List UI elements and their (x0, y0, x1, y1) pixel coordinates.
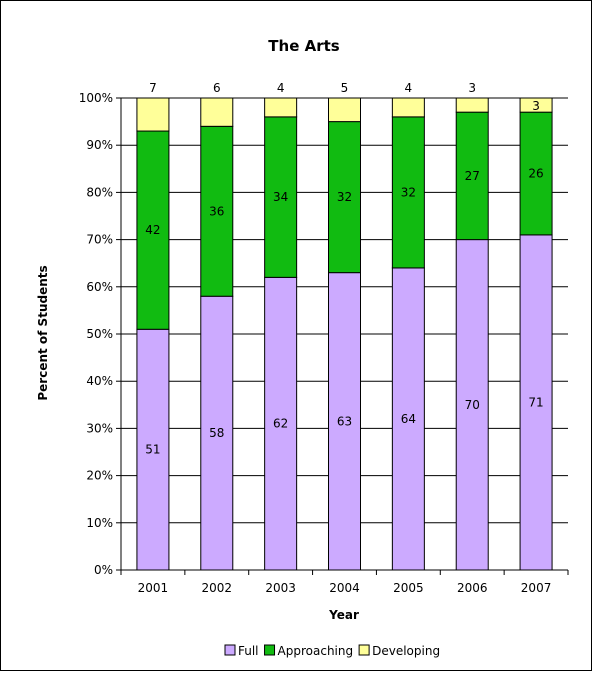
bar-developing-2005 (391, 97, 425, 118)
y-tick-label: 40% (86, 374, 113, 388)
data-label: 51 (145, 443, 160, 457)
legend-label-approaching: Approaching (278, 644, 354, 658)
x-tick-label: 2001 (138, 581, 169, 595)
x-tick-label: 2004 (329, 581, 360, 595)
data-label: 63 (337, 414, 352, 428)
data-label: 32 (337, 190, 352, 204)
legend-label-developing: Developing (372, 644, 440, 658)
data-label: 36 (209, 204, 224, 218)
data-label: 42 (145, 223, 160, 237)
bar-developing-2001 (136, 97, 170, 132)
bar-developing-2002 (200, 97, 234, 127)
legend-swatch-approaching (264, 644, 276, 656)
legend: Full Approaching Developing (224, 644, 440, 658)
data-label: 3 (468, 81, 476, 95)
bar-full-2001 (136, 328, 170, 571)
data-label: 7 (149, 81, 157, 95)
bar-full-2003 (264, 276, 298, 571)
data-label: 27 (465, 169, 480, 183)
bar-full-2005 (391, 267, 425, 571)
data-label: 70 (465, 398, 480, 412)
y-tick-label: 70% (86, 233, 113, 247)
y-tick-label: 90% (86, 138, 113, 152)
x-tick-label: 2006 (457, 581, 488, 595)
chart-title: The Arts (268, 37, 339, 55)
y-tick-label: 10% (86, 516, 113, 530)
data-label: 58 (209, 426, 224, 440)
x-tick-label: 2002 (202, 581, 233, 595)
data-label: 4 (405, 81, 413, 95)
legend-label-full: Full (238, 644, 259, 658)
bar-developing-2004 (328, 97, 361, 123)
x-axis-title: Year (328, 608, 359, 622)
x-tick-label: 2005 (393, 581, 424, 595)
bar-approaching-2003 (264, 116, 298, 278)
y-tick-label: 0% (94, 563, 113, 577)
x-tick-labels: 2001 2002 2003 2004 2005 2006 2007 (138, 581, 552, 595)
bar-approaching-2007 (519, 111, 553, 236)
bar-full-2004 (328, 272, 361, 571)
bar-approaching-2005 (391, 116, 425, 269)
bar-approaching-2004 (328, 121, 361, 274)
y-tick-label: 80% (86, 185, 113, 199)
x-tick-label: 2007 (521, 581, 552, 595)
data-label: 64 (401, 412, 416, 426)
legend-swatch-full (224, 644, 236, 656)
y-tick-label: 100% (79, 91, 113, 105)
axes (120, 98, 569, 575)
x-tick-label: 2003 (265, 581, 296, 595)
bar-developing-2003 (264, 97, 298, 118)
bars: 51 42 7 58 36 6 62 34 4 63 32 5 64 32 4 70 27 3 71 26 3 (136, 81, 553, 571)
legend-swatch-developing (358, 644, 370, 656)
data-label: 26 (528, 167, 543, 181)
bar-approaching-2001 (136, 130, 170, 330)
data-label: 34 (273, 190, 288, 204)
bar-developing-2007 (519, 97, 553, 113)
data-label: 5 (341, 81, 349, 95)
data-label: 62 (273, 417, 288, 431)
y-tick-label: 50% (86, 327, 113, 341)
bar-developing-2006 (455, 97, 489, 113)
data-label: 4 (277, 81, 285, 95)
y-tick-labels: 0% 10% 20% 30% 40% 50% 60% 70% 80% 90% 100% (79, 91, 113, 577)
data-label: 6 (213, 81, 221, 95)
data-label: 71 (528, 395, 543, 409)
y-tick-label: 60% (86, 280, 113, 294)
y-tick-label: 20% (86, 469, 113, 483)
data-label: 32 (401, 185, 416, 199)
data-label: 3 (532, 99, 540, 113)
y-axis-title: Percent of Students (36, 265, 50, 400)
y-tick-label: 30% (86, 421, 113, 435)
